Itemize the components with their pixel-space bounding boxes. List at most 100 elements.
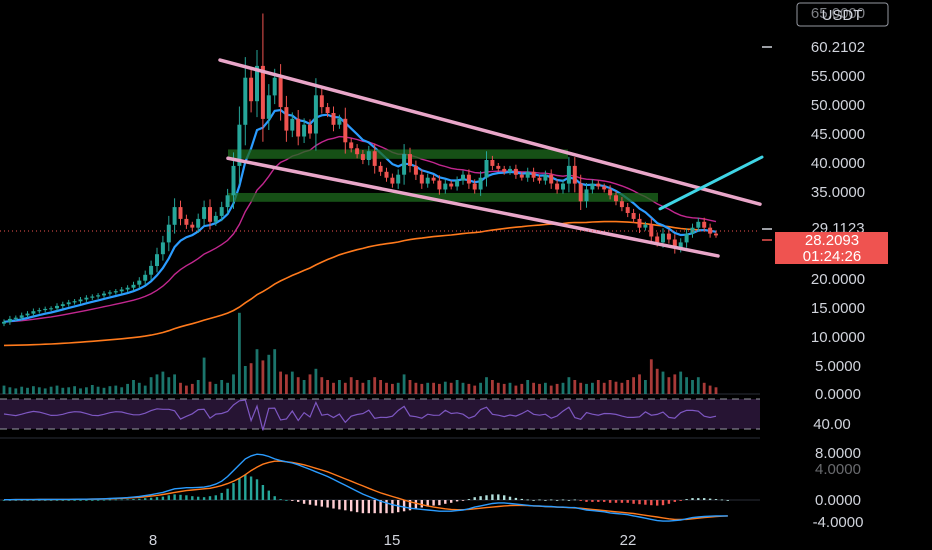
macd-histogram-bar	[285, 500, 288, 501]
macd-histogram-bar	[661, 500, 665, 506]
volume-bar	[37, 387, 41, 394]
macd-histogram-bar	[85, 500, 88, 501]
volume-bar	[161, 371, 165, 394]
candle-body	[55, 305, 59, 309]
y-tick-40: 40.0000	[811, 155, 865, 172]
macd-tick-8: 8.0000	[815, 445, 861, 462]
volume-bar	[320, 377, 324, 394]
macd-histogram-bar	[61, 500, 64, 501]
volume-bar	[190, 383, 194, 394]
y-tick-45: 45.0000	[811, 126, 865, 143]
candle-body	[19, 315, 24, 318]
volume-bar	[238, 312, 241, 394]
volume-bar	[267, 354, 271, 394]
price-axis: 65.0000 60.2102 55.0000 50.0000 45.0000 …	[762, 5, 888, 531]
macd-histogram-bar	[726, 500, 729, 501]
candle-body	[2, 321, 6, 324]
volume-bar	[461, 382, 465, 394]
candle-body	[78, 299, 83, 302]
candle-body	[102, 293, 106, 296]
volume-bar	[343, 382, 347, 394]
volume-bar	[426, 382, 430, 394]
macd-histogram-bar	[73, 500, 76, 501]
candle-body	[155, 254, 159, 266]
candle-body	[602, 186, 607, 190]
macd-histogram-bar	[467, 499, 471, 500]
volume-bar	[396, 382, 400, 394]
macd-histogram-bar	[255, 479, 259, 500]
volume-bar	[526, 380, 530, 394]
y-tick-55: 55.0000	[811, 68, 865, 85]
candle-body	[178, 207, 183, 219]
macd-histogram-bar	[297, 500, 300, 502]
volume-bar	[61, 387, 65, 394]
macd-histogram-bar	[503, 495, 506, 500]
macd-histogram-bar	[520, 498, 523, 500]
macd-histogram-bar	[597, 500, 600, 502]
macd-histogram-bar	[308, 500, 312, 505]
macd-panel	[0, 453, 760, 522]
volume-bar	[120, 387, 124, 394]
volume-bar	[361, 382, 365, 394]
macd-histogram-bar	[685, 499, 688, 500]
macd-histogram-bar	[550, 499, 553, 501]
candle-body	[366, 151, 371, 160]
y-tick-5: 5.0000	[815, 358, 861, 375]
candle-body	[60, 304, 65, 306]
candle-body	[349, 142, 354, 149]
macd-tick-0: 0.0000	[815, 492, 861, 509]
macd-histogram-bar	[202, 497, 206, 500]
macd-histogram-bar	[644, 500, 647, 505]
candle-body	[596, 183, 601, 187]
candle-body	[614, 195, 618, 202]
rsi-band-fill	[0, 399, 760, 429]
channel-overlays	[218, 58, 764, 258]
volume-bar	[449, 382, 453, 394]
candle-body	[537, 177, 542, 181]
macd-histogram-bar	[244, 474, 247, 500]
candle-body	[519, 174, 524, 178]
macd-histogram-bar	[355, 500, 359, 513]
volume-bar	[373, 377, 377, 394]
volume-bar	[314, 368, 318, 394]
x-tick-15: 15	[384, 532, 401, 549]
macd-tick-4: 4.0000	[815, 461, 861, 478]
candle-body	[425, 177, 430, 184]
y-tick-65: 65.0000	[811, 5, 865, 22]
macd-histogram-bar	[673, 500, 676, 502]
volume-bar	[502, 383, 506, 394]
macd-histogram-bar	[638, 500, 641, 505]
volume-bar	[14, 388, 18, 394]
macd-histogram-bar	[603, 500, 606, 502]
macd-histogram-bar	[79, 500, 82, 501]
candle-body	[137, 280, 142, 285]
currency-badge[interactable]: USDT	[796, 2, 889, 27]
candle-body	[608, 189, 613, 196]
candle-body	[66, 302, 71, 305]
macd-histogram-bar	[132, 499, 135, 500]
macd-histogram-bar	[426, 500, 429, 507]
macd-histogram-bar	[332, 500, 335, 509]
volume-bar	[561, 382, 565, 394]
volume-bar	[602, 382, 606, 394]
volume-bar	[43, 388, 47, 394]
volume-bar	[555, 383, 559, 394]
macd-histogram-bar	[220, 492, 223, 500]
candle-body	[49, 308, 54, 310]
y-tick-50: 50.0000	[811, 97, 865, 114]
candle-body	[296, 118, 301, 137]
volume-bar	[90, 385, 94, 394]
candle-body	[502, 168, 507, 172]
volume-bar	[137, 382, 141, 394]
time-axis: 8 15 22	[149, 532, 637, 549]
volume-bar	[185, 385, 188, 394]
macd-histogram-bar	[438, 500, 441, 506]
volume-bar	[596, 380, 600, 394]
candle-body	[555, 183, 560, 190]
volume-bar	[108, 386, 112, 394]
macd-histogram-bar	[261, 485, 265, 500]
macd-histogram-bar	[167, 495, 170, 500]
candle-body	[160, 242, 165, 255]
macd-histogram-bar	[161, 496, 165, 500]
